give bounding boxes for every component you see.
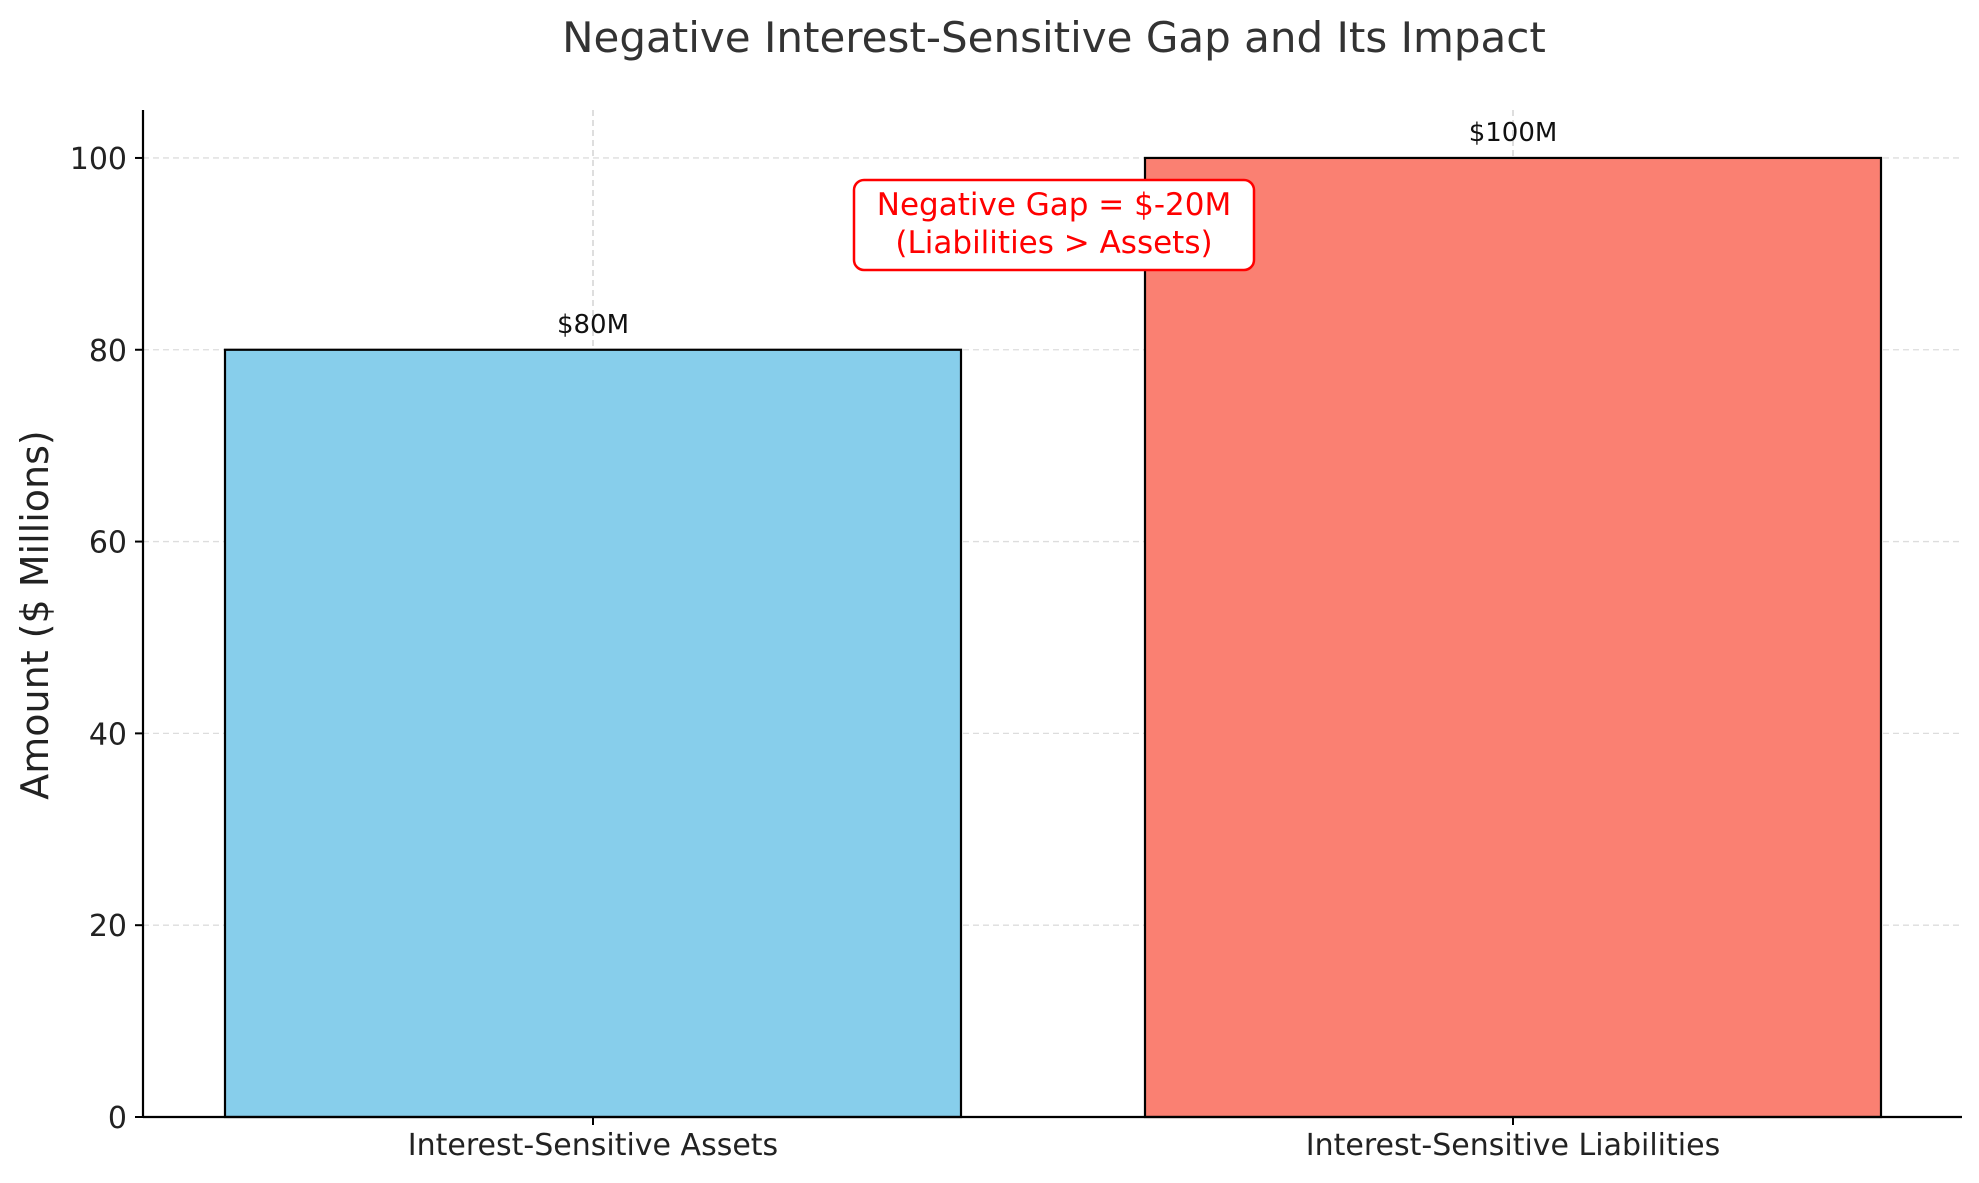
chart-title: Negative Interest-Sensitive Gap and Its … xyxy=(562,13,1546,62)
x-tick-label: Interest-Sensitive Liabilities xyxy=(1306,1128,1720,1163)
y-tick-label: 40 xyxy=(89,717,127,752)
bars xyxy=(223,156,1883,1119)
axes xyxy=(135,110,1962,1125)
data-labels: $80M $100M xyxy=(557,118,1557,340)
y-tick-label: 100 xyxy=(70,142,127,177)
gap-annotation: Negative Gap = $-20M(Liabilities > Asset… xyxy=(852,178,1256,272)
y-tick-label: 20 xyxy=(89,909,127,944)
tick-labels: 0 20 40 60 80 100 Interest-Sensitive Assets Int… xyxy=(70,142,1720,1163)
x-tick-label: Interest-Sensitive Assets xyxy=(408,1128,778,1163)
bar-1 xyxy=(223,348,963,1119)
y-axis-label: Amount ($ Millions) xyxy=(13,430,57,799)
annotation-line: Negative Gap = $-20M xyxy=(877,187,1231,223)
bar-value-label: $80M xyxy=(557,310,629,340)
y-tick-label: 80 xyxy=(89,334,127,369)
y-tick-label: 60 xyxy=(89,526,127,561)
annotation-line: (Liabilities > Assets) xyxy=(895,225,1212,261)
y-tick-label: 0 xyxy=(108,1101,127,1136)
bar-value-label: $100M xyxy=(1469,118,1558,148)
bar-2 xyxy=(1143,156,1883,1119)
annotation-box xyxy=(852,178,1256,272)
